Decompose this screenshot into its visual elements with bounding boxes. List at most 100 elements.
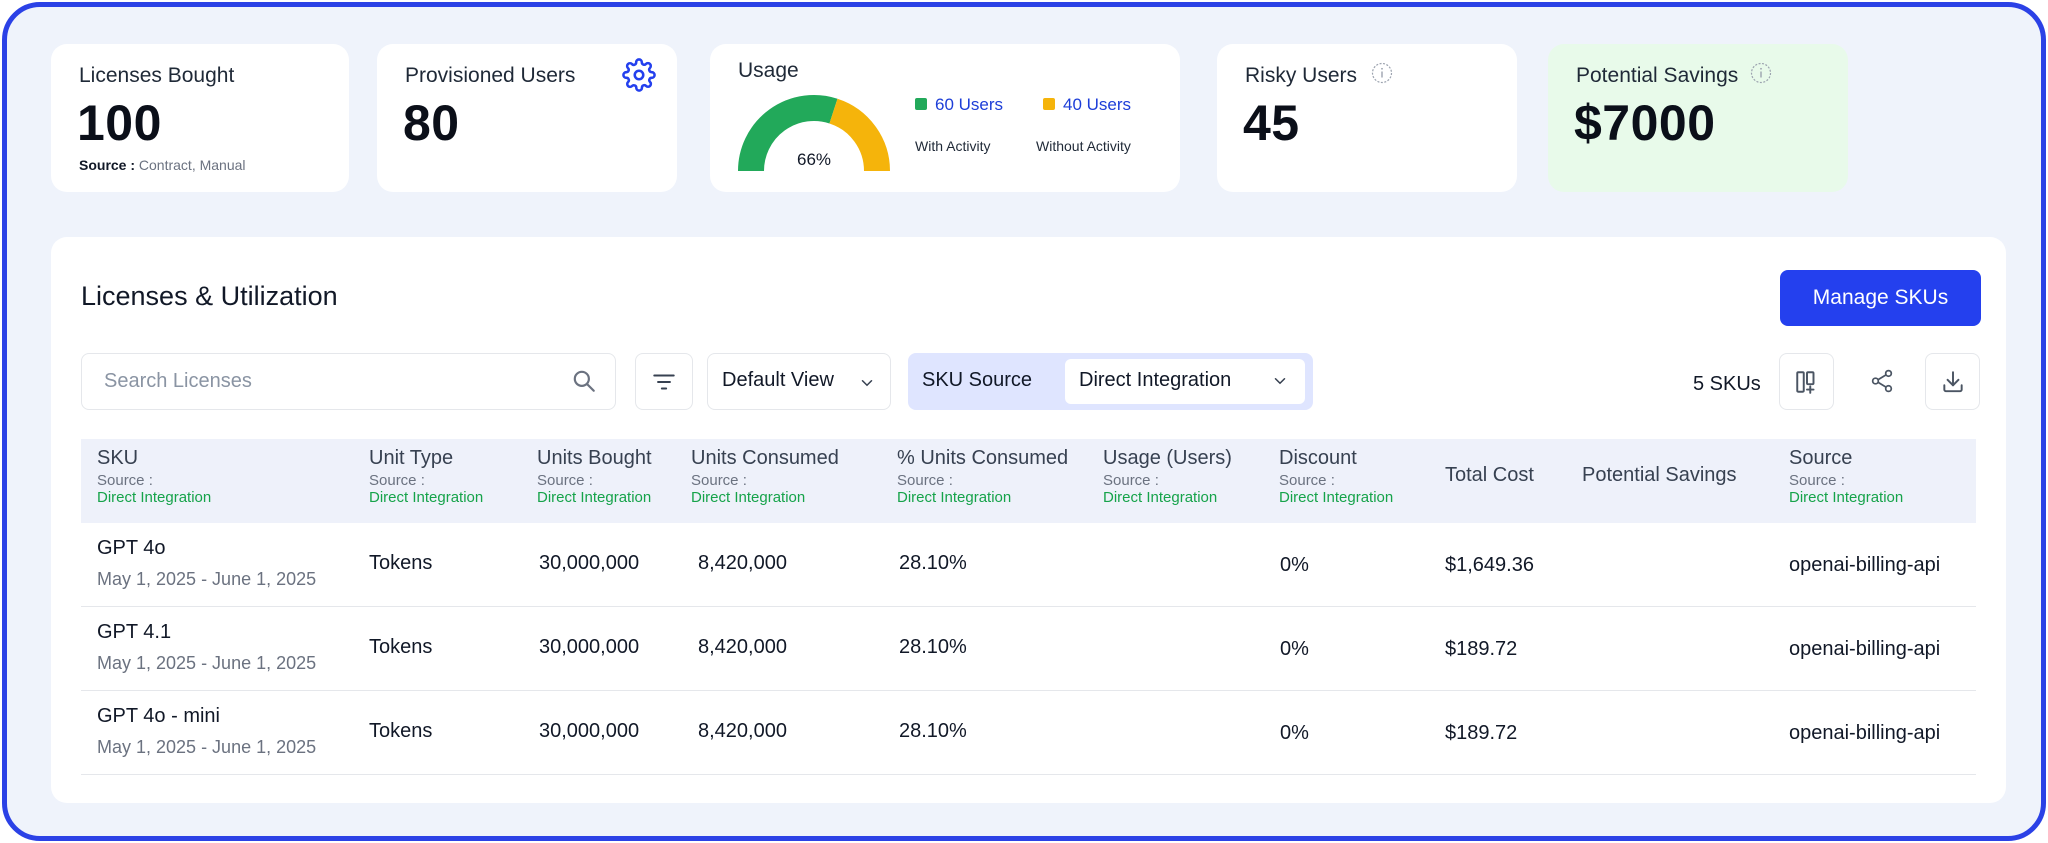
filter-button[interactable] <box>635 353 693 410</box>
header-source-value: Direct Integration <box>369 489 484 506</box>
column-header-pct-consumed[interactable]: % Units Consumed Source : Direct Integra… <box>897 447 1068 506</box>
column-header-usage-users[interactable]: Usage (Users) Source : Direct Integratio… <box>1103 447 1232 506</box>
source: openai-billing-api <box>1789 554 1941 576</box>
share-icon[interactable] <box>1869 368 1895 394</box>
licenses-bought-value: 100 <box>77 95 162 151</box>
licenses-source: Source : Contract, Manual <box>79 157 246 173</box>
header-label: Unit Type <box>369 447 454 469</box>
manage-skus-button[interactable]: Manage SKUs <box>1780 270 1981 326</box>
columns-icon <box>1796 371 1815 394</box>
column-header-units-bought[interactable]: Units Bought Source : Direct Integration <box>537 447 652 506</box>
table-row[interactable]: GPT 4.1 May 1, 2025 - June 1, 2025 Token… <box>81 607 1976 691</box>
potential-savings-card: Potential Savings $7000 <box>1548 44 1848 192</box>
pct-consumed: 28.10% <box>899 720 967 742</box>
licenses-source-value: Contract, Manual <box>138 157 246 173</box>
risky-users-card: Risky Users 45 <box>1217 44 1517 192</box>
without-activity-count: 40 Users <box>1063 95 1132 114</box>
header-label: Potential Savings <box>1582 464 1737 486</box>
units-consumed: 8,420,000 <box>698 720 787 742</box>
header-source-label: Source : <box>897 472 953 489</box>
risky-users-value: 45 <box>1243 95 1300 151</box>
unit-type: Tokens <box>369 720 433 742</box>
licenses-source-label: Source : <box>79 157 136 173</box>
table-header: SKU Source : Direct Integration Unit Typ… <box>81 439 1976 523</box>
info-icon[interactable] <box>1371 62 1393 84</box>
sku-source-label: SKU Source <box>922 369 1033 391</box>
sku-date-range: May 1, 2025 - June 1, 2025 <box>97 653 317 673</box>
view-select-value: Default View <box>722 369 834 391</box>
potential-savings-title: Potential Savings <box>1576 64 1739 87</box>
discount: 0% <box>1280 638 1309 660</box>
licenses-bought-title: Licenses Bought <box>79 64 235 87</box>
licenses-utilization-panel: Licenses & Utilization Manage SKUs Defau… <box>51 237 2006 803</box>
header-label: Usage (Users) <box>1103 447 1232 469</box>
unit-type: Tokens <box>369 636 433 658</box>
sku-source-filter: SKU Source Direct Integration <box>908 353 1313 410</box>
header-label: SKU <box>97 447 139 469</box>
header-source-label: Source : <box>97 472 153 489</box>
search-icon[interactable] <box>571 368 597 394</box>
sku-date-range: May 1, 2025 - June 1, 2025 <box>97 569 317 589</box>
usage-gauge: 66% <box>738 95 890 171</box>
table-row[interactable]: GPT 4o May 1, 2025 - June 1, 2025 Tokens… <box>81 523 1976 607</box>
units-consumed: 8,420,000 <box>698 636 787 658</box>
sku-name: GPT 4.1 <box>97 621 172 643</box>
legend-with-activity: 60 Users <box>915 95 1003 115</box>
discount: 0% <box>1280 554 1309 576</box>
header-source-value: Direct Integration <box>691 489 806 506</box>
header-source-value: Direct Integration <box>1103 489 1218 506</box>
with-activity-label: With Activity <box>915 138 991 154</box>
licenses-bought-card: Licenses Bought 100 Source : Contract, M… <box>51 44 349 192</box>
usage-card: Usage 66% 60 Users With Activity 40 User… <box>710 44 1180 192</box>
table-row[interactable]: GPT 4o - mini May 1, 2025 - June 1, 2025… <box>81 691 1976 775</box>
download-button[interactable] <box>1925 353 1980 410</box>
header-source-label: Source : <box>1789 472 1845 489</box>
header-label: Discount <box>1279 447 1357 469</box>
header-label: Total Cost <box>1445 464 1534 486</box>
usage-title: Usage <box>738 59 799 82</box>
column-header-potential-savings[interactable]: Potential Savings <box>1582 464 1737 487</box>
risky-users-title: Risky Users <box>1245 64 1358 87</box>
view-select[interactable]: Default View <box>707 353 891 410</box>
header-source-value: Direct Integration <box>1279 489 1394 506</box>
units-bought: 30,000,000 <box>539 552 640 574</box>
gauge-segment-without-activity <box>828 98 890 171</box>
provisioned-users-value: 80 <box>403 95 460 151</box>
total-cost: $1,649.36 <box>1445 554 1534 576</box>
source: openai-billing-api <box>1789 722 1941 744</box>
header-label: % Units Consumed <box>897 447 1069 469</box>
sku-date-range: May 1, 2025 - June 1, 2025 <box>97 737 317 757</box>
with-activity-count: 60 Users <box>935 95 1004 114</box>
info-icon[interactable] <box>1750 62 1772 84</box>
gear-icon[interactable] <box>622 58 656 92</box>
column-header-unit-type[interactable]: Unit Type Source : Direct Integration <box>369 447 483 506</box>
source: openai-billing-api <box>1789 638 1941 660</box>
legend-dot-with-activity <box>915 98 927 110</box>
search-box <box>81 353 616 410</box>
columns-button[interactable] <box>1779 353 1834 410</box>
column-header-sku[interactable]: SKU Source : Direct Integration <box>97 447 211 506</box>
search-input[interactable] <box>104 354 544 409</box>
pct-consumed: 28.10% <box>899 636 967 658</box>
sku-source-select[interactable]: Direct Integration <box>1065 359 1305 404</box>
filter-icon <box>653 374 675 390</box>
legend-dot-without-activity <box>1043 98 1055 110</box>
header-label: Units Bought <box>537 447 652 469</box>
column-header-discount[interactable]: Discount Source : Direct Integration <box>1279 447 1393 506</box>
panel-title: Licenses & Utilization <box>81 281 338 311</box>
column-header-source[interactable]: Source Source : Direct Integration <box>1789 447 1903 506</box>
units-consumed: 8,420,000 <box>698 552 787 574</box>
header-source-value: Direct Integration <box>1789 489 1904 506</box>
units-bought: 30,000,000 <box>539 636 640 658</box>
provisioned-users-card: Provisioned Users 80 <box>377 44 677 192</box>
chevron-down-icon <box>861 380 873 387</box>
pct-consumed: 28.10% <box>899 552 967 574</box>
download-icon <box>1943 371 1963 393</box>
legend-without-activity: 40 Users <box>1043 95 1131 115</box>
sku-source-value: Direct Integration <box>1079 369 1232 391</box>
header-source-label: Source : <box>1279 472 1335 489</box>
header-source-value: Direct Integration <box>537 489 652 506</box>
header-source-value: Direct Integration <box>97 489 212 506</box>
column-header-total-cost[interactable]: Total Cost <box>1445 464 1534 487</box>
column-header-units-consumed[interactable]: Units Consumed Source : Direct Integrati… <box>691 447 839 506</box>
